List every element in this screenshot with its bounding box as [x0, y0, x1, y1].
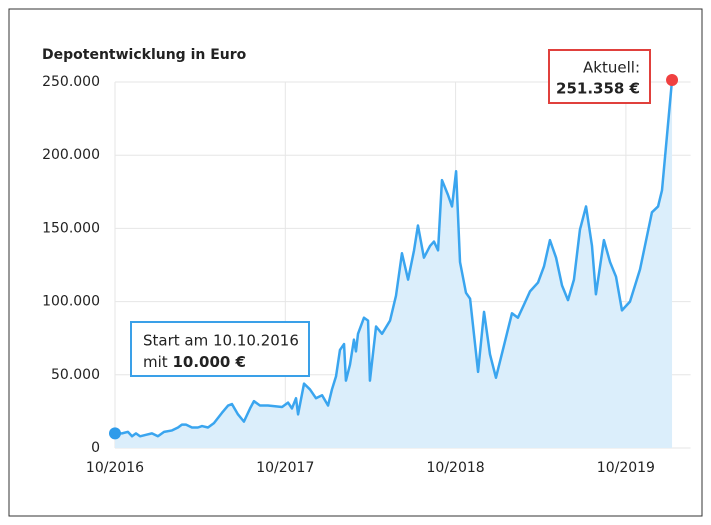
y-tick-label: 150.000	[42, 220, 100, 236]
y-tick-label: 250.000	[42, 74, 100, 90]
end-point	[666, 74, 679, 87]
line	[115, 79, 674, 438]
start-annotation-text: Start am 10.10.2016	[143, 332, 299, 350]
start-annotation-prefix: mit	[143, 353, 168, 371]
area	[115, 80, 673, 448]
x-tick-label: 10/2017	[256, 460, 314, 476]
end-annotation-text: Aktuell:	[583, 59, 640, 77]
y-tick-label: 0	[91, 440, 100, 456]
x-tick-label: 10/2018	[427, 460, 485, 476]
y-tick-label: 200.000	[42, 147, 100, 163]
x-tick-label: 10/2016	[86, 460, 144, 476]
end-annotation-value-label: 251.358 €	[556, 80, 640, 98]
start-point	[109, 427, 121, 440]
end-annotation-box	[548, 49, 651, 104]
y-tick-label: 100.000	[42, 294, 100, 310]
x-tick-label: 10/2019	[597, 460, 655, 476]
y-tick-label: 50.000	[51, 367, 100, 383]
chart-title: Depotentwicklung in Euro	[42, 47, 247, 63]
start-annotation-box	[130, 321, 310, 377]
start-annotation-value-label: 10.000 €	[172, 353, 246, 371]
start-annotation-value: mit 10.000 €	[143, 353, 246, 371]
